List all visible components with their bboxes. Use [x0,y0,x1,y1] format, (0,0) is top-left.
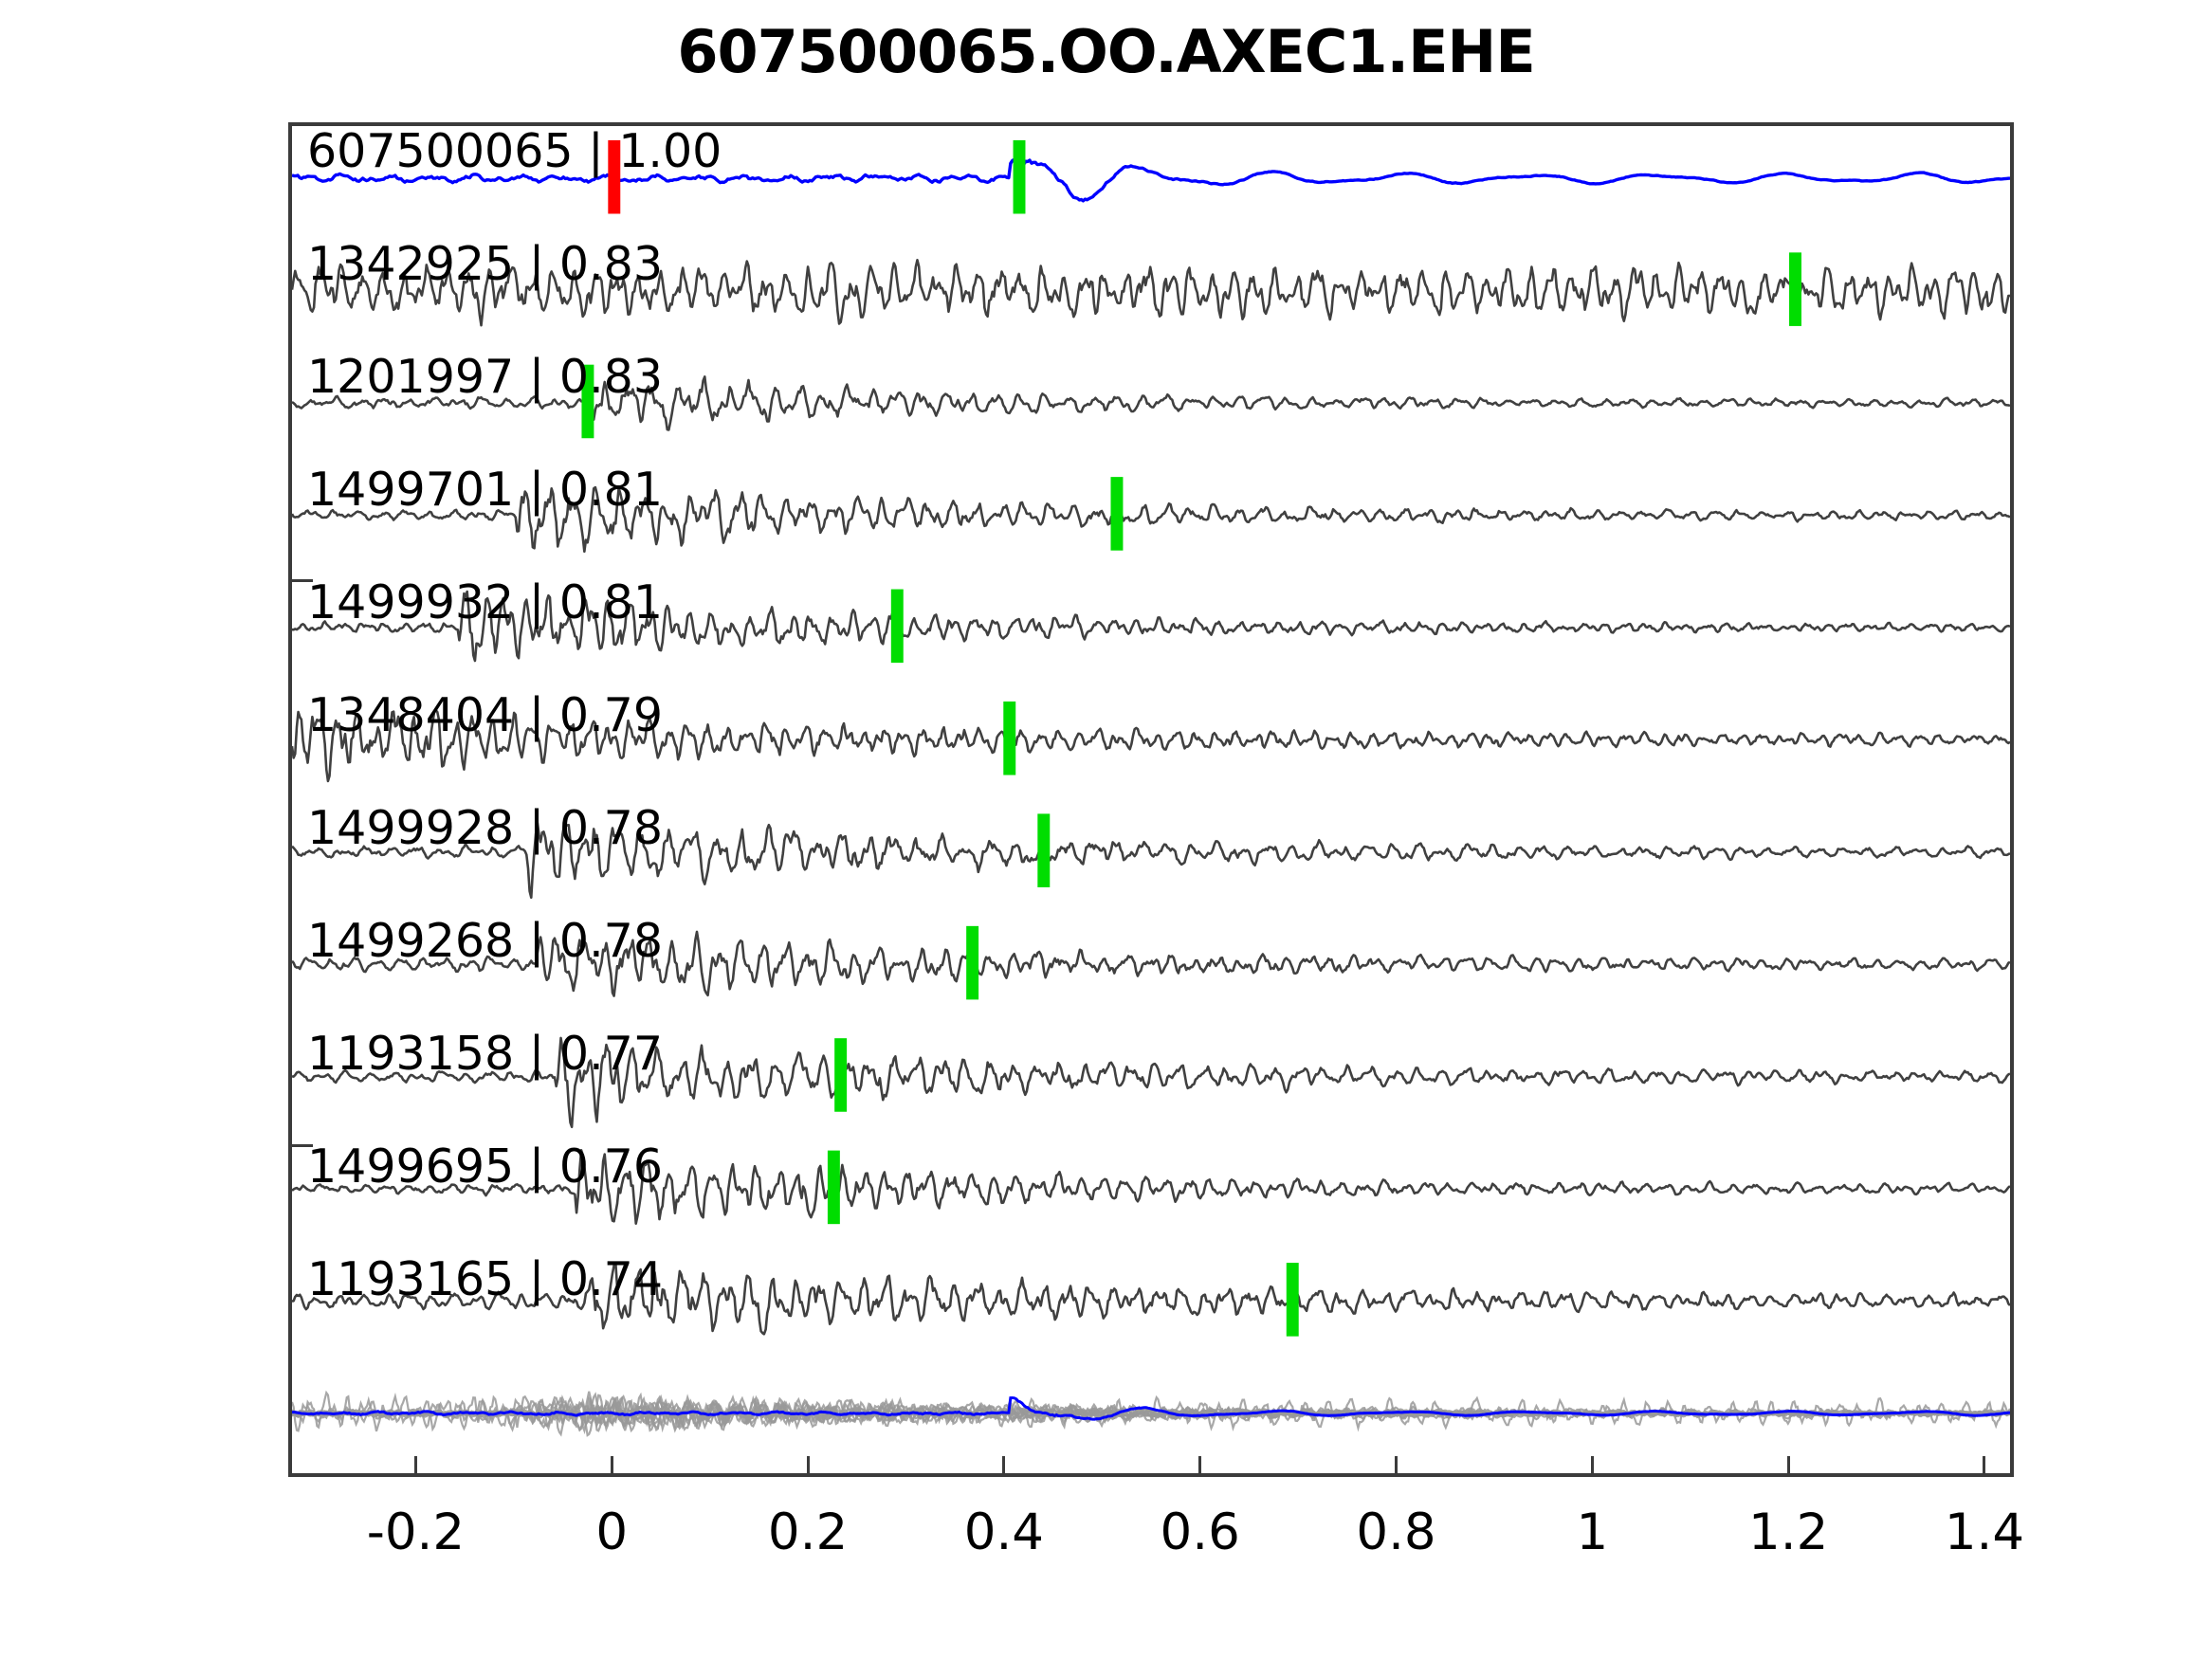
x-tick-mark [413,1456,417,1477]
waveform-trace-line [292,156,2010,203]
phase-pick-marker [1003,701,1016,775]
waveform-trace-line [292,1149,2010,1225]
x-tick-label: 1 [1576,1504,1609,1561]
waveform-trace-line [292,821,2010,900]
waveform-trace-line [292,485,2010,554]
waveform-trace-line [292,930,2010,997]
waveform-trace-line [292,1261,2010,1336]
phase-pick-marker [1037,813,1051,887]
x-tick-label: 0.4 [963,1504,1045,1561]
phase-pick-marker [1013,139,1026,214]
waveform-trace-line [292,1036,2010,1129]
origin-time-marker [608,139,621,214]
y-tick-mark [292,579,313,583]
x-tick-mark [806,1456,810,1477]
overlay-template-line [292,1395,2010,1421]
x-tick-mark [1198,1456,1202,1477]
phase-pick-marker [581,364,594,439]
waveform-trace-line [292,259,2010,327]
phase-pick-marker [834,1038,848,1112]
plot-area [288,122,2014,1477]
phase-pick-marker [890,589,904,664]
x-axis: -0.2 0 0.2 0.4 0.6 0.8 1 1.2 1.4 [288,1456,2024,1591]
x-tick-mark [1395,1456,1398,1477]
x-tick-label: 0.6 [1160,1504,1240,1561]
x-tick-mark [1590,1456,1594,1477]
waveform-trace-line [292,375,2010,431]
x-tick-label: 1.4 [1944,1504,2025,1561]
x-tick-label: 1.2 [1748,1504,1829,1561]
x-tick-mark [1786,1456,1790,1477]
x-tick-label: 0.2 [767,1504,849,1561]
x-tick-mark [610,1456,613,1477]
x-tick-mark [1983,1456,1986,1477]
x-tick-label: 0.8 [1356,1504,1436,1561]
phase-pick-marker [1286,1263,1299,1337]
phase-pick-marker [966,925,979,1000]
x-tick-label: -0.2 [366,1504,466,1561]
page-title: 607500065.OO.AXEC1.EHE [677,17,1535,86]
x-tick-mark [1002,1456,1006,1477]
y-tick-mark [292,1143,313,1147]
x-tick-label: 0 [595,1504,629,1561]
waveform-svg [292,139,2010,1437]
waveform-trace-line [292,590,2010,663]
phase-pick-marker [827,1150,840,1225]
phase-pick-marker [1110,477,1124,551]
phase-pick-marker [1789,252,1801,326]
waveform-trace-line [292,708,2010,783]
